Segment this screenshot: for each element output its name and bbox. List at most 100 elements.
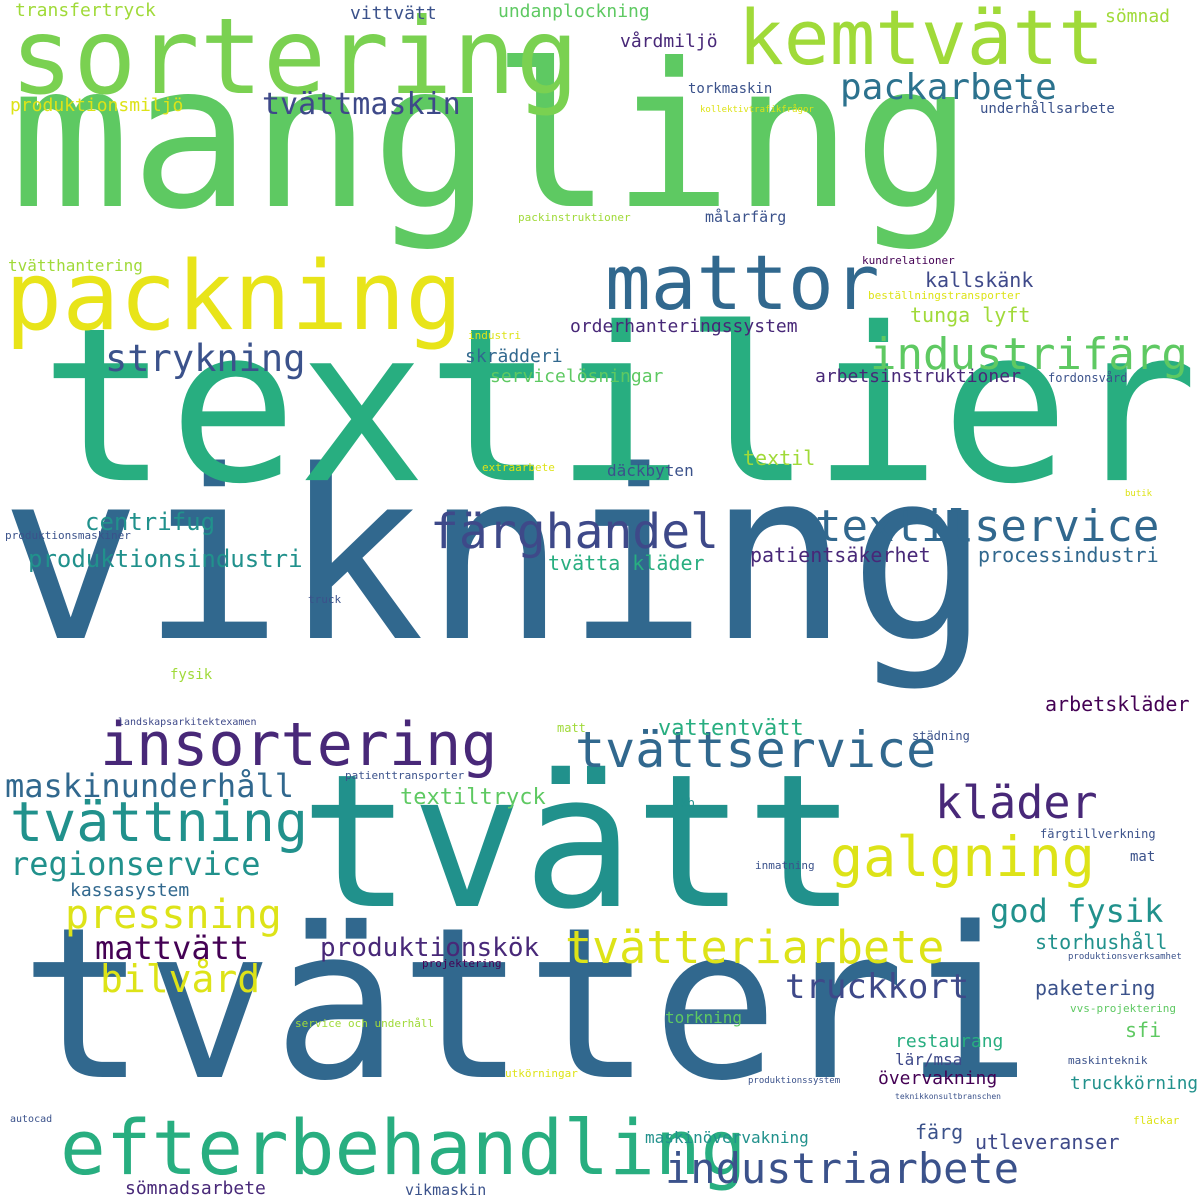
word: vårdmiljö	[620, 31, 718, 52]
word: sömnad	[1105, 6, 1171, 27]
word: mattvätt	[95, 929, 250, 967]
word: efterbehandling	[60, 1103, 747, 1192]
word: kallskänk	[925, 268, 1034, 292]
word: tvätta kläder	[548, 551, 705, 575]
word: underhållsarbete	[980, 101, 1115, 117]
word: servicelösningar	[490, 366, 664, 387]
word: tvättning	[10, 790, 309, 854]
word: utleveranser	[975, 1130, 1120, 1154]
word: vittvätt	[350, 3, 437, 24]
word: matt	[557, 721, 586, 735]
word: industri	[468, 329, 521, 342]
word: lär/msa	[895, 1050, 963, 1069]
word: teknikkonsultbranschen	[895, 1092, 1001, 1101]
word: fordonsvård	[1048, 371, 1128, 385]
word: tvätteri	[20, 882, 1032, 1127]
word: tvätteriarbete	[565, 921, 945, 974]
word: mat	[1130, 849, 1156, 865]
word: produktionsmiljö	[10, 95, 184, 116]
word: vikmaskin	[405, 1181, 487, 1199]
word: övervakning	[878, 1068, 998, 1089]
word: produktionsindustri	[28, 545, 303, 573]
word: bilvård	[100, 957, 261, 1001]
word: torkmaskin	[688, 81, 773, 97]
word: patientsäkerhet	[750, 543, 931, 567]
word: inmatning	[755, 859, 815, 872]
word: produktionsmaskiner	[5, 529, 131, 542]
word: tvättmaskin	[262, 87, 461, 122]
word: kassasystem	[70, 880, 190, 901]
word: tvättservice	[575, 721, 937, 779]
word: städning	[912, 729, 970, 743]
word: kläder	[935, 776, 1098, 829]
word: projektering	[422, 957, 502, 970]
word: textilier	[40, 282, 1199, 532]
word: däckbyten	[607, 461, 694, 480]
word: service och underhåll	[295, 1017, 435, 1030]
word: färghandel	[430, 504, 719, 560]
word: fysik	[170, 667, 213, 683]
word: truck	[308, 593, 342, 606]
word: tvätthantering	[8, 256, 143, 275]
word: vattentvätt	[658, 716, 804, 741]
word: truckkort	[785, 967, 970, 1007]
word: vvs-projektering	[1070, 1002, 1176, 1015]
word: strykning	[105, 337, 306, 380]
word: insortering	[100, 710, 498, 780]
word: galgning	[830, 825, 1095, 889]
word: landskapsarkitektexamen	[118, 717, 257, 728]
word: ykb	[673, 796, 695, 810]
word: mattor	[605, 238, 880, 327]
word: autocad	[10, 1114, 53, 1125]
word: god fysik	[990, 892, 1164, 930]
word: tvätt	[300, 734, 857, 950]
word: arbetsinstruktioner	[815, 366, 1021, 387]
word: målarfärg	[705, 208, 787, 226]
word: sfi	[1125, 1018, 1162, 1042]
word: textiltryck	[400, 785, 546, 810]
word: kemtvätt	[738, 0, 1105, 82]
word: vikning	[0, 421, 991, 694]
word: textil	[743, 446, 816, 470]
word: färg	[915, 1120, 964, 1144]
word: restaurang	[895, 1031, 1004, 1052]
word: truckkörning	[1070, 1073, 1199, 1094]
word: industrifärg	[870, 329, 1188, 380]
word: utkörningar	[505, 1067, 578, 1080]
word: centrifug	[85, 508, 216, 536]
word: sömnadsarbete	[125, 1178, 266, 1199]
word: färgtillverkning	[1040, 827, 1156, 841]
word: packarbete	[840, 67, 1057, 108]
word: produktionsverksamhet	[1068, 952, 1182, 962]
word: patienttransporter	[345, 769, 465, 782]
word: textilservice	[815, 501, 1160, 552]
word: maskinunderhåll	[5, 767, 294, 805]
word: regionservice	[10, 845, 261, 883]
word: paketering	[1035, 976, 1156, 1000]
word: produktionssystem	[748, 1076, 841, 1086]
word: processindustri	[978, 543, 1159, 567]
word: kundrelationer	[862, 254, 955, 267]
word: sortering	[10, 0, 579, 118]
word: maskinövervakning	[645, 1128, 809, 1147]
word: industriarbete	[665, 1144, 1020, 1193]
word: torkning	[665, 1008, 743, 1027]
word: arbetskläder	[1045, 692, 1190, 716]
word: mangling	[10, 21, 974, 254]
word: extraarbete	[482, 461, 555, 474]
word: beställningstransporter	[868, 289, 1021, 302]
word: butik	[1125, 489, 1153, 499]
word: maskinteknik	[1068, 1054, 1148, 1067]
word: orderhanteringssystem	[570, 316, 798, 337]
word: pressning	[65, 892, 282, 938]
word: packning	[5, 242, 463, 352]
word: fläckar	[1133, 1114, 1180, 1127]
word: packinstruktioner	[518, 211, 631, 224]
word: tunga lyft	[910, 303, 1031, 327]
word: kollektivtrafikfrågor	[700, 105, 814, 115]
word: transfertryck	[15, 0, 156, 21]
word: storhushåll	[1035, 930, 1168, 954]
word: produktionskök	[320, 933, 540, 963]
word: skrädderi	[465, 346, 563, 367]
